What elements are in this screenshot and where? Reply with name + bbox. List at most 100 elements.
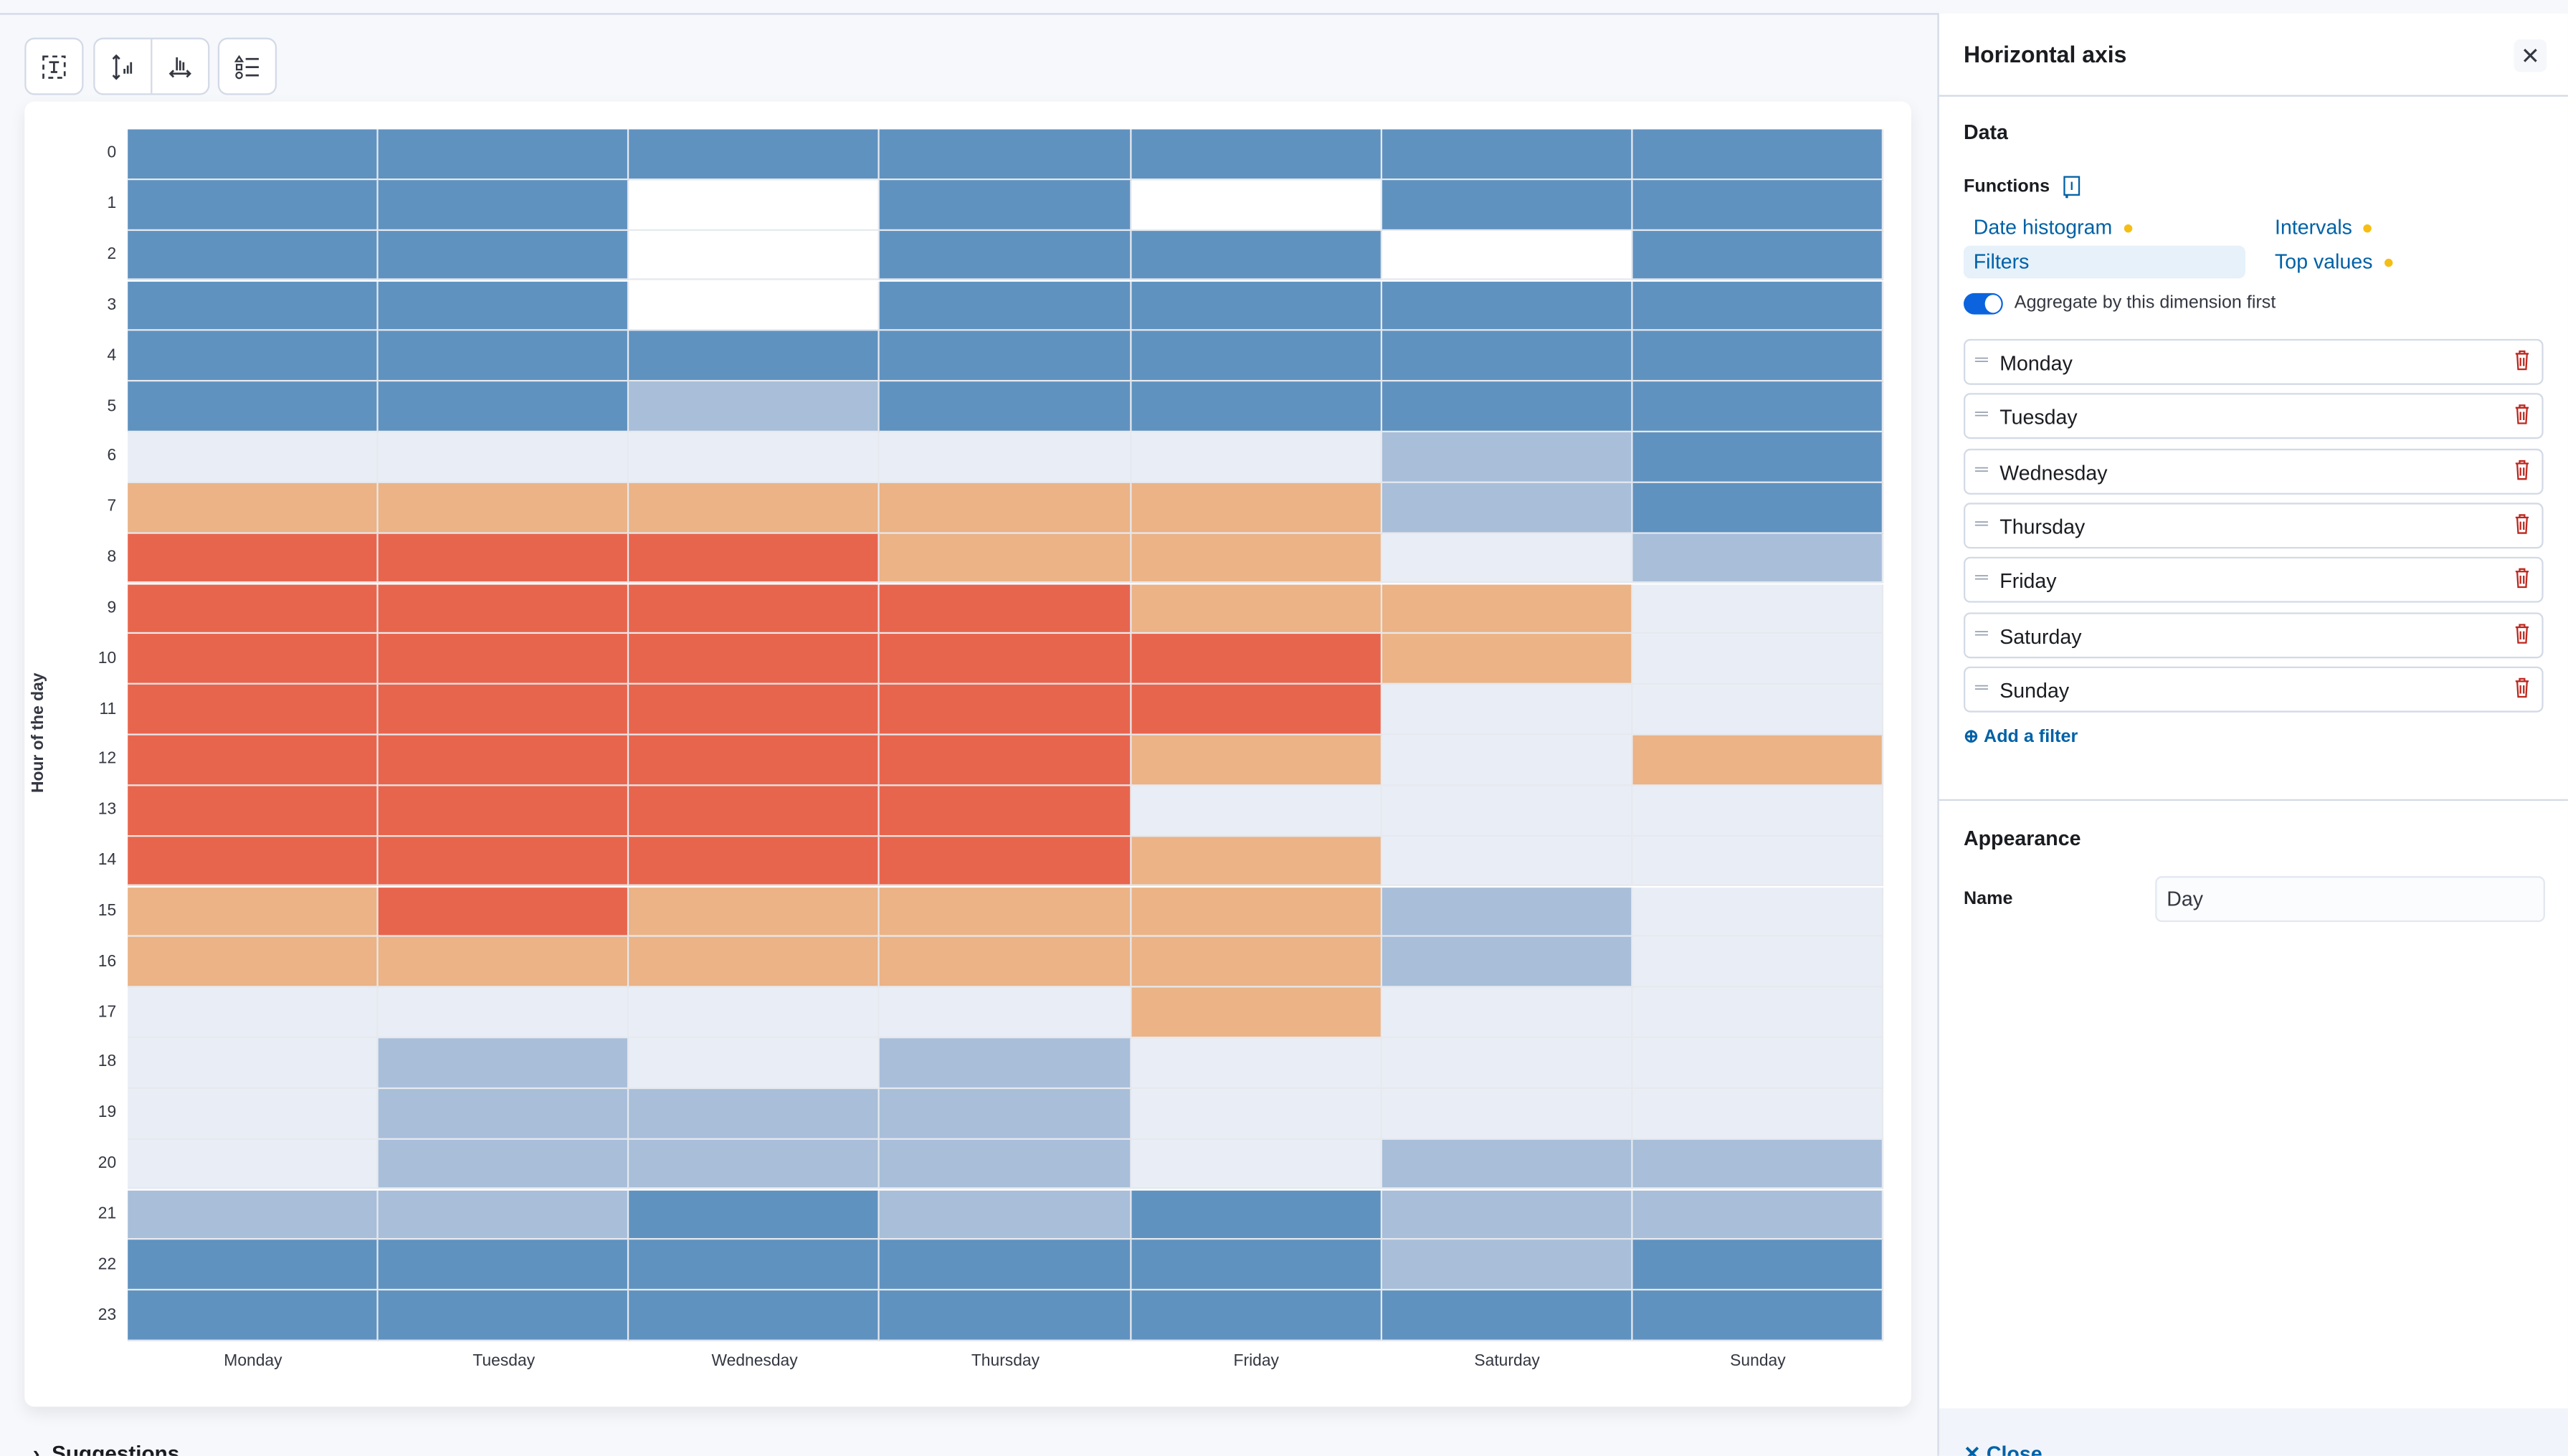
heatmap-cell[interactable] [1382,1139,1633,1190]
heatmap-cell[interactable] [1382,533,1633,584]
heatmap-cell[interactable] [629,331,880,382]
heatmap-cell[interactable] [1382,179,1633,231]
filter-label[interactable]: Sunday [1999,679,2070,703]
heatmap-cell[interactable] [880,634,1131,685]
drag-handle-icon[interactable]: ═ [1974,459,1988,480]
heatmap-cell[interactable] [128,836,379,887]
heatmap-cell[interactable] [1382,786,1633,837]
heatmap-cell[interactable] [880,987,1131,1039]
heatmap-cell[interactable] [128,937,379,988]
heatmap-cell[interactable] [128,1189,379,1241]
heatmap-cell[interactable] [1382,1240,1633,1291]
close-panel-button[interactable]: ✕ [2514,39,2547,72]
close-button[interactable]: ✕ Close [1964,1441,2042,1456]
heatmap-cell[interactable] [1632,987,1884,1039]
heatmap-cell[interactable] [880,735,1131,786]
heatmap-cell[interactable] [629,786,880,837]
heatmap-cell[interactable] [379,1240,629,1291]
heatmap-cell[interactable] [1632,280,1884,332]
heatmap-cell[interactable] [1382,634,1633,685]
heatmap-cell[interactable] [1131,685,1382,736]
trash-icon[interactable] [2512,513,2531,536]
heatmap-cell[interactable] [1382,1088,1633,1140]
heatmap-cell[interactable] [1131,482,1382,533]
heatmap-cell[interactable] [1382,685,1633,736]
trash-icon[interactable] [2512,349,2531,372]
heatmap-cell[interactable] [128,280,379,332]
heatmap-cell[interactable] [379,179,629,231]
heatmap-cell[interactable] [1632,634,1884,685]
heatmap-cell[interactable] [629,1240,880,1291]
heatmap-cell[interactable] [1131,584,1382,634]
trash-icon[interactable] [2512,567,2531,590]
heatmap-cell[interactable] [379,887,629,938]
heatmap-cell[interactable] [880,937,1131,988]
function-filters[interactable]: Filters [1973,250,2030,274]
heatmap-cell[interactable] [880,230,1131,281]
heatmap-cell[interactable] [1632,381,1884,433]
heatmap-cell[interactable] [1632,1088,1884,1140]
drag-handle-icon[interactable]: ═ [1974,404,1988,425]
heatmap-cell[interactable] [1382,937,1633,988]
heatmap-cell[interactable] [880,786,1131,837]
heatmap-cell[interactable] [379,280,629,332]
heatmap-cell[interactable] [629,482,880,533]
heatmap-cell[interactable] [1131,1189,1382,1241]
heatmap-cell[interactable] [379,482,629,533]
heatmap-cell[interactable] [880,533,1131,584]
heatmap-cell[interactable] [1131,887,1382,938]
heatmap-cell[interactable] [128,1290,379,1341]
heatmap-cell[interactable] [379,331,629,382]
heatmap-cell[interactable] [629,987,880,1039]
heatmap-cell[interactable] [880,685,1131,736]
legend-button[interactable] [219,39,275,93]
heatmap-cell[interactable] [629,230,880,281]
heatmap-cell[interactable] [1382,230,1633,281]
heatmap-cell[interactable] [1131,381,1382,433]
heatmap-cell[interactable] [1382,280,1633,332]
heatmap-cell[interactable] [128,381,379,433]
heatmap-cell[interactable] [379,432,629,483]
heatmap-cell[interactable] [629,280,880,332]
heatmap-cell[interactable] [629,1189,880,1241]
heatmap-cell[interactable] [1382,1038,1633,1089]
heatmap-cell[interactable] [1632,786,1884,837]
heatmap-cell[interactable] [379,230,629,281]
heatmap-cell[interactable] [1632,1189,1884,1241]
heatmap-cell[interactable] [629,836,880,887]
heatmap-cell[interactable] [1382,381,1633,433]
heatmap-cell[interactable] [1632,1240,1884,1291]
heatmap-cell[interactable] [1382,887,1633,938]
heatmap-cell[interactable] [880,1290,1131,1341]
filter-label[interactable]: Thursday [1999,515,2086,539]
heatmap-cell[interactable] [1131,987,1382,1039]
trash-icon[interactable] [2512,676,2531,699]
heatmap-cell[interactable] [1632,1038,1884,1089]
function-intervals[interactable]: Intervals [2275,217,2372,239]
heatmap-cell[interactable] [1382,584,1633,634]
filter-label[interactable]: Wednesday [1999,461,2108,485]
heatmap-cell[interactable] [1632,735,1884,786]
heatmap-cell[interactable] [629,1290,880,1341]
heatmap-cell[interactable] [379,786,629,837]
heatmap-cell[interactable] [880,331,1131,382]
heatmap-cell[interactable] [629,432,880,483]
heatmap-cell[interactable] [128,634,379,685]
heatmap-cell[interactable] [1632,1139,1884,1190]
aggregate-toggle[interactable] [1963,292,2003,315]
heatmap-cell[interactable] [128,1088,379,1140]
heatmap-cell[interactable] [629,1088,880,1140]
drag-handle-icon[interactable]: ═ [1974,677,1988,698]
heatmap-cell[interactable] [1131,432,1382,483]
heatmap-cell[interactable] [629,887,880,938]
heatmap-cell[interactable] [1382,129,1633,180]
heatmap-cell[interactable] [379,735,629,786]
filter-label[interactable]: Monday [1999,352,2073,376]
heatmap-cell[interactable] [880,381,1131,433]
trash-icon[interactable] [2512,404,2531,427]
heatmap-cell[interactable] [629,584,880,634]
heatmap-cell[interactable] [629,634,880,685]
heatmap-cell[interactable] [880,1139,1131,1190]
heatmap-cell[interactable] [880,129,1131,180]
heatmap-cell[interactable] [128,230,379,281]
